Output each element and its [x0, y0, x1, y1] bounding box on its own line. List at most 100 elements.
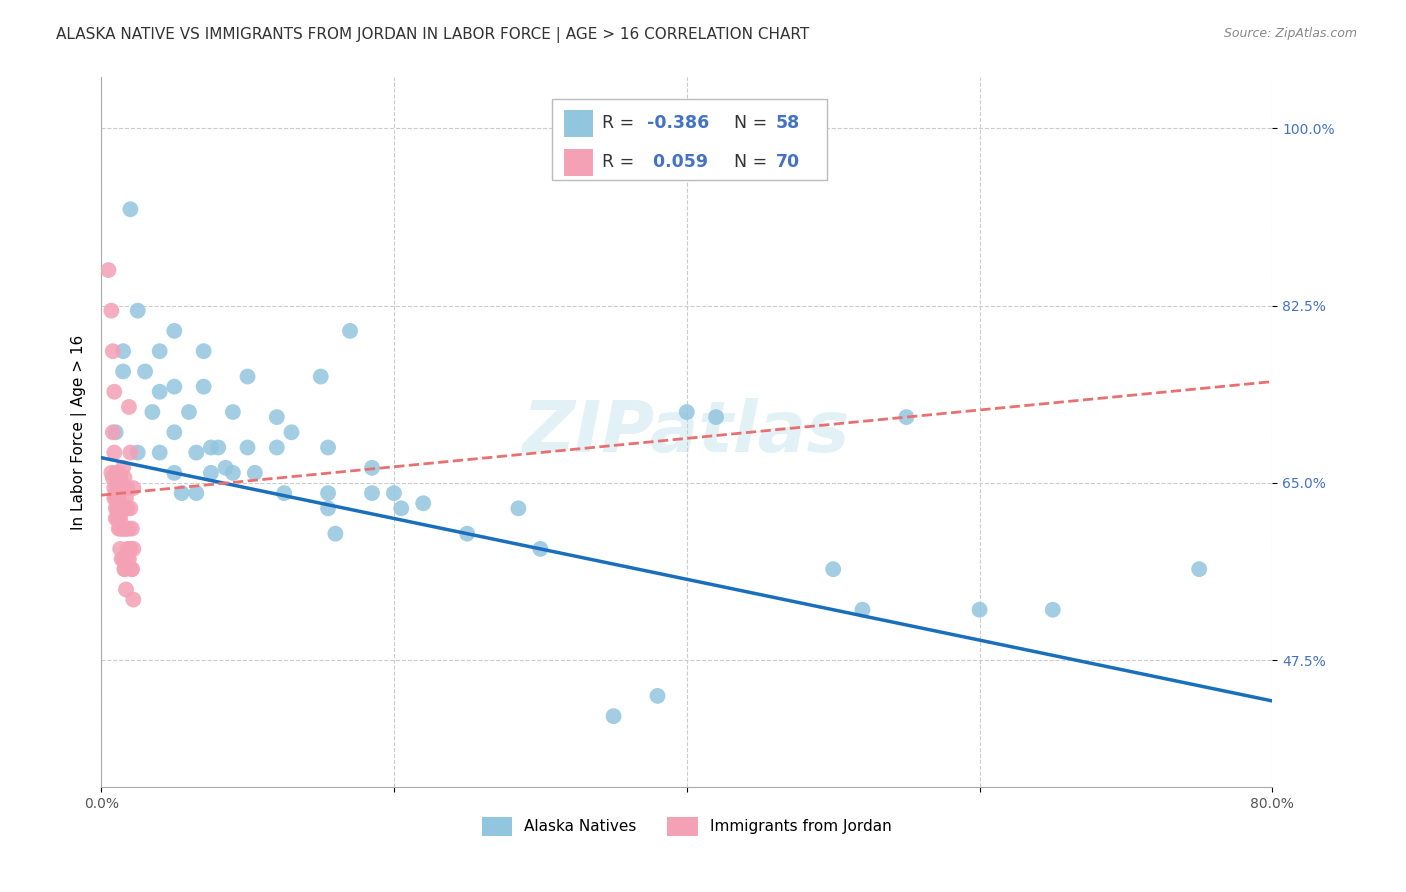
Point: [114, 501, 136, 516]
Point: [456, 526, 478, 541]
Point: [121, 562, 143, 576]
Point: [316, 486, 339, 500]
Point: [107, 511, 129, 525]
Text: -0.386: -0.386: [647, 114, 709, 132]
Point: [105, 511, 128, 525]
Point: [236, 441, 259, 455]
Point: [280, 425, 302, 440]
Point: [107, 481, 129, 495]
Point: [122, 481, 145, 495]
Point: [339, 324, 361, 338]
Point: [120, 501, 142, 516]
Point: [149, 384, 172, 399]
Point: [118, 400, 141, 414]
Point: [105, 471, 128, 485]
Point: [104, 491, 127, 506]
Point: [101, 471, 124, 485]
Point: [118, 552, 141, 566]
Point: [389, 501, 412, 516]
Point: [112, 344, 135, 359]
Point: [112, 552, 135, 566]
Point: [382, 486, 405, 500]
Point: [114, 522, 136, 536]
Point: [602, 709, 624, 723]
FancyBboxPatch shape: [564, 149, 593, 176]
Point: [412, 496, 434, 510]
Point: [111, 501, 134, 516]
Point: [896, 410, 918, 425]
Point: [108, 522, 131, 536]
Point: [103, 491, 125, 506]
Point: [1042, 603, 1064, 617]
Text: R =: R =: [602, 153, 640, 171]
Point: [103, 384, 125, 399]
Point: [117, 481, 139, 495]
Point: [266, 441, 288, 455]
Point: [107, 491, 129, 506]
Text: N =: N =: [723, 153, 773, 171]
Text: R =: R =: [602, 114, 640, 132]
Point: [163, 466, 186, 480]
Y-axis label: In Labor Force | Age > 16: In Labor Force | Age > 16: [72, 334, 87, 530]
Point: [122, 541, 145, 556]
Point: [177, 405, 200, 419]
Point: [120, 202, 142, 217]
Point: [117, 501, 139, 516]
Point: [122, 592, 145, 607]
Point: [529, 541, 551, 556]
Point: [134, 364, 156, 378]
Point: [186, 445, 208, 459]
Point: [101, 344, 124, 359]
Point: [112, 364, 135, 378]
Point: [222, 466, 245, 480]
Point: [111, 522, 134, 536]
Point: [104, 466, 127, 480]
Point: [163, 425, 186, 440]
Point: [823, 562, 845, 576]
Point: [97, 263, 120, 277]
Point: [101, 425, 124, 440]
Point: [112, 501, 135, 516]
Point: [207, 441, 229, 455]
Point: [193, 344, 215, 359]
Point: [141, 405, 163, 419]
Point: [108, 511, 131, 525]
Point: [149, 344, 172, 359]
Point: [117, 541, 139, 556]
Text: ALASKA NATIVE VS IMMIGRANTS FROM JORDAN IN LABOR FORCE | AGE > 16 CORRELATION CH: ALASKA NATIVE VS IMMIGRANTS FROM JORDAN …: [56, 27, 810, 43]
Point: [120, 541, 142, 556]
Point: [105, 501, 128, 516]
Point: [105, 481, 128, 495]
Point: [100, 466, 122, 480]
Point: [200, 466, 222, 480]
Point: [111, 481, 134, 495]
Point: [112, 481, 135, 495]
Point: [112, 522, 135, 536]
Point: [107, 466, 129, 480]
Point: [361, 460, 384, 475]
Point: [149, 445, 172, 459]
Point: [107, 511, 129, 525]
Point: [214, 460, 236, 475]
Point: [647, 689, 669, 703]
Point: [120, 445, 142, 459]
Text: ZIPatlas: ZIPatlas: [523, 398, 851, 467]
Point: [108, 471, 131, 485]
Point: [114, 471, 136, 485]
Point: [108, 541, 131, 556]
Point: [222, 405, 245, 419]
Point: [115, 582, 138, 597]
Point: [104, 511, 127, 525]
Point: [508, 501, 530, 516]
Point: [121, 522, 143, 536]
Point: [316, 441, 339, 455]
Point: [105, 491, 128, 506]
Point: [127, 303, 149, 318]
Point: [163, 379, 186, 393]
Point: [704, 410, 727, 425]
Point: [163, 324, 186, 338]
Point: [107, 501, 129, 516]
Point: [108, 501, 131, 516]
Point: [117, 552, 139, 566]
Point: [361, 486, 384, 500]
